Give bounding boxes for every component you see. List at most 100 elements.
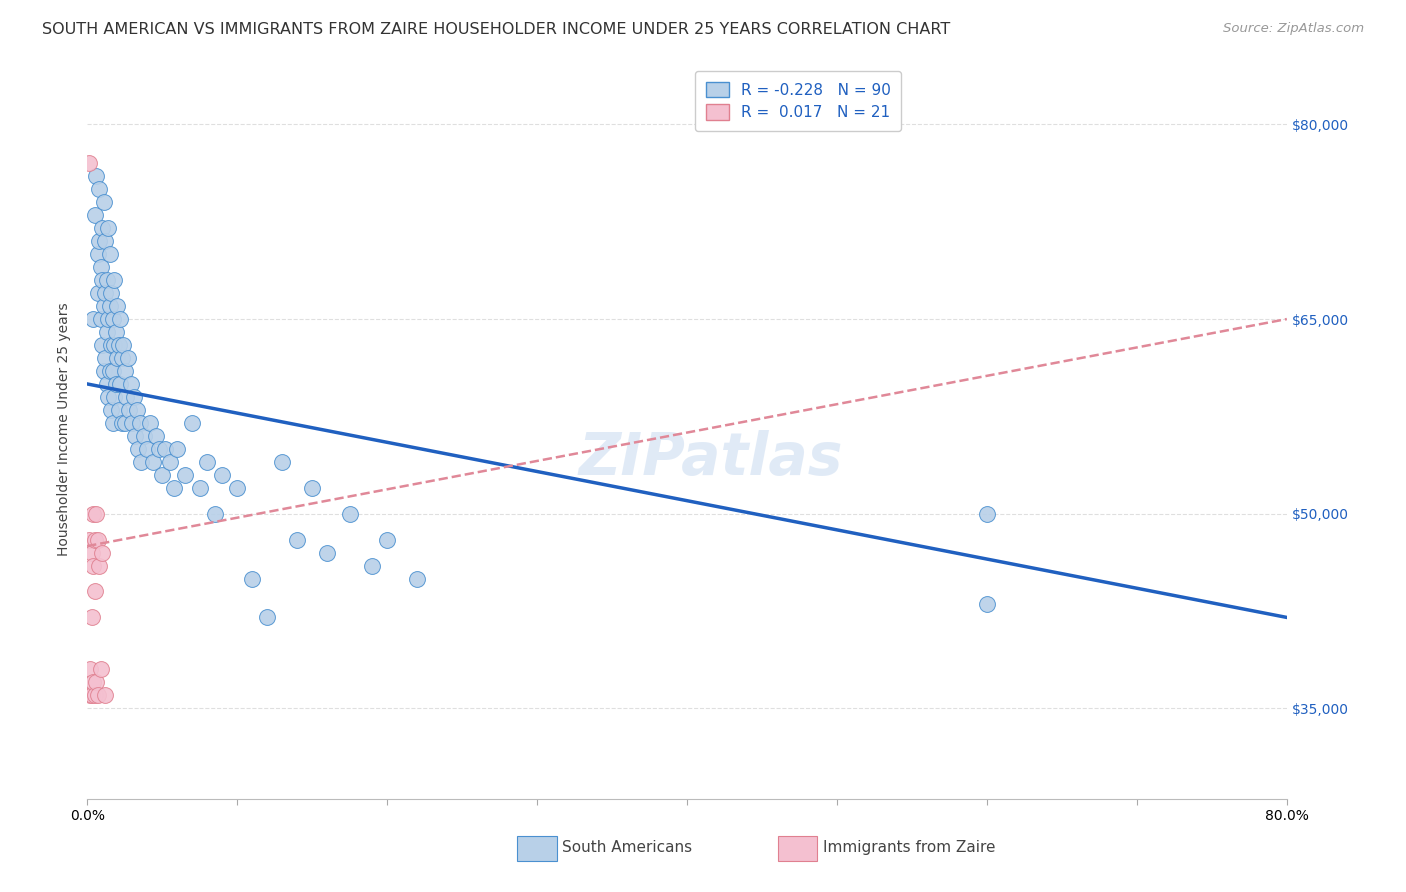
Point — [83, 533, 105, 547]
Point — [101, 364, 124, 378]
Point — [117, 351, 139, 365]
Y-axis label: Householder Income Under 25 years: Householder Income Under 25 years — [58, 302, 72, 556]
Point — [118, 402, 141, 417]
Point — [98, 247, 121, 261]
Point — [204, 507, 226, 521]
Point — [136, 442, 159, 456]
Point — [114, 416, 136, 430]
Point — [80, 610, 103, 624]
Point — [166, 442, 188, 456]
Point — [173, 467, 195, 482]
Point — [107, 338, 129, 352]
Text: South Americans: South Americans — [562, 840, 693, 855]
Point — [83, 584, 105, 599]
Point — [188, 481, 211, 495]
Point — [361, 558, 384, 573]
Point — [94, 688, 117, 702]
Point — [103, 390, 125, 404]
Point — [121, 416, 143, 430]
Text: Source: ZipAtlas.com: Source: ZipAtlas.com — [1223, 22, 1364, 36]
Point — [84, 675, 107, 690]
Point — [339, 507, 361, 521]
Point — [100, 286, 122, 301]
Point — [127, 442, 149, 456]
Point — [94, 286, 117, 301]
Point — [97, 390, 120, 404]
Point — [96, 273, 118, 287]
Point — [159, 455, 181, 469]
Point — [86, 247, 108, 261]
Point — [181, 416, 204, 430]
Point — [148, 442, 170, 456]
Text: Immigrants from Zaire: Immigrants from Zaire — [823, 840, 995, 855]
Point — [145, 429, 167, 443]
Text: ZIPatlas: ZIPatlas — [579, 431, 844, 487]
Point — [86, 533, 108, 547]
Point — [82, 675, 104, 690]
Point — [150, 467, 173, 482]
Point — [84, 507, 107, 521]
Point — [97, 312, 120, 326]
Point — [83, 208, 105, 222]
Point — [153, 442, 176, 456]
Point — [271, 455, 294, 469]
Point — [101, 416, 124, 430]
Point — [111, 351, 134, 365]
Point — [93, 364, 115, 378]
Point — [375, 533, 398, 547]
Point — [285, 533, 308, 547]
Point — [108, 312, 131, 326]
Point — [101, 312, 124, 326]
Point — [94, 234, 117, 248]
Point — [77, 533, 100, 547]
Point — [89, 234, 111, 248]
Point — [84, 169, 107, 184]
Point — [91, 338, 114, 352]
Point — [115, 390, 138, 404]
Point — [82, 507, 104, 521]
Point — [316, 545, 339, 559]
Point — [104, 376, 127, 391]
Point — [256, 610, 278, 624]
Point — [103, 273, 125, 287]
Point — [112, 338, 135, 352]
Point — [108, 376, 131, 391]
Point — [96, 376, 118, 391]
Point — [91, 221, 114, 235]
Point — [125, 402, 148, 417]
Point — [100, 402, 122, 417]
Point — [90, 312, 112, 326]
Point — [83, 688, 105, 702]
Point — [104, 325, 127, 339]
Point — [107, 402, 129, 417]
Point — [134, 429, 156, 443]
Point — [90, 662, 112, 676]
Point — [120, 376, 142, 391]
Point — [226, 481, 249, 495]
Point — [301, 481, 323, 495]
Point — [163, 481, 186, 495]
Point — [124, 429, 146, 443]
Point — [80, 688, 103, 702]
Point — [122, 390, 145, 404]
Point — [111, 416, 134, 430]
Legend: R = -0.228   N = 90, R =  0.017   N = 21: R = -0.228 N = 90, R = 0.017 N = 21 — [695, 71, 901, 131]
Point — [100, 338, 122, 352]
Point — [94, 351, 117, 365]
Point — [89, 182, 111, 196]
Point — [128, 416, 150, 430]
Point — [976, 507, 998, 521]
Text: SOUTH AMERICAN VS IMMIGRANTS FROM ZAIRE HOUSEHOLDER INCOME UNDER 25 YEARS CORREL: SOUTH AMERICAN VS IMMIGRANTS FROM ZAIRE … — [42, 22, 950, 37]
Point — [89, 558, 111, 573]
Point — [79, 688, 101, 702]
Point — [976, 598, 998, 612]
Point — [139, 416, 162, 430]
Point — [103, 338, 125, 352]
Point — [105, 351, 128, 365]
Point — [129, 455, 152, 469]
Point — [86, 286, 108, 301]
Point — [114, 364, 136, 378]
Point — [195, 455, 218, 469]
Point — [97, 221, 120, 235]
Point — [211, 467, 233, 482]
